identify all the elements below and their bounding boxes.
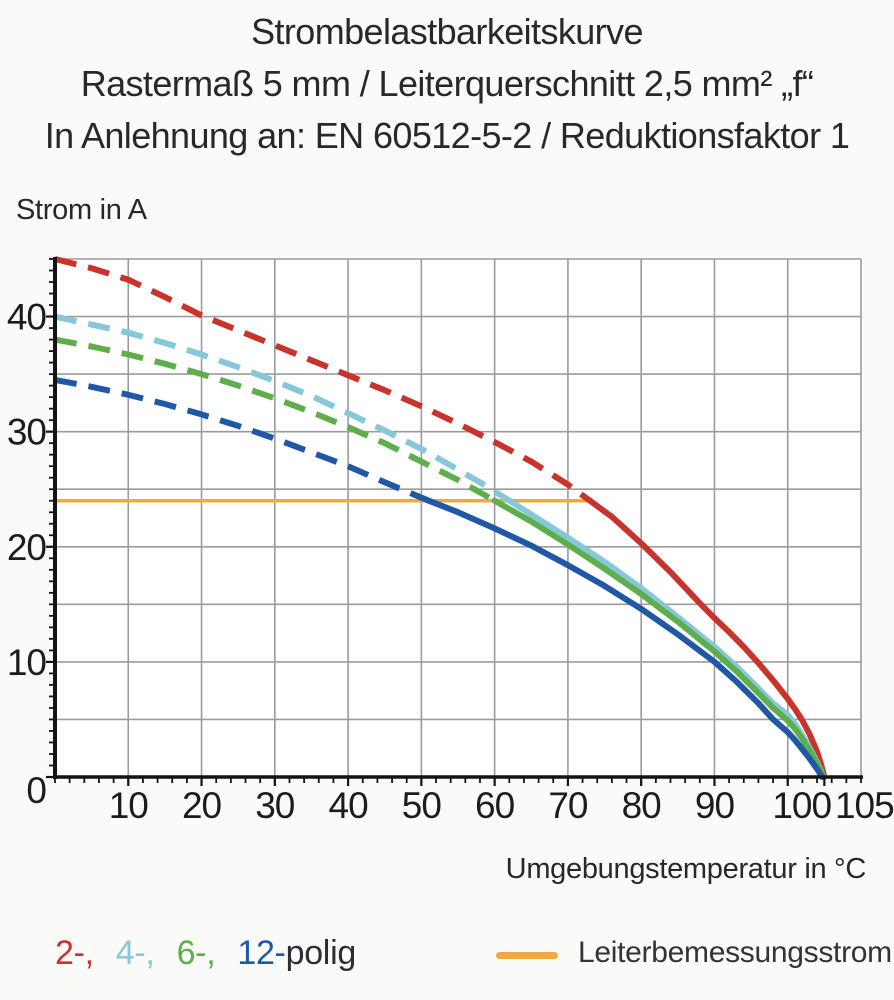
chart-title-line1: Strombelastbarkeitskurve [251, 11, 643, 52]
series-4-polig-dashed [54, 313, 511, 504]
x-tick-label-70: 70 [548, 785, 588, 826]
y-tick-label-0: 0 [26, 770, 46, 811]
chart-title-line3: In Anlehnung an: EN 60512-5-2 / Reduktio… [44, 115, 850, 156]
y-tick-label-40: 40 [7, 297, 47, 338]
legend-polig-label: polig [285, 934, 357, 972]
legend-poles: 2-, 4-, 6-, 12-polig [55, 934, 356, 973]
x-tick-label-80: 80 [622, 785, 662, 826]
series-2-polig-dashed [54, 256, 592, 504]
reference-line-swatch [496, 951, 558, 959]
x-tick-label-20: 20 [182, 785, 222, 826]
x-tick-label-40: 40 [329, 785, 369, 826]
series-6-polig-solid [491, 497, 828, 780]
y-tick-label-30: 30 [7, 412, 47, 453]
x-axis-title: Umgebungstemperatur in °C [505, 853, 867, 885]
x-tick-label-10: 10 [109, 785, 149, 826]
series-12-polig-dashed [54, 376, 430, 504]
x-tick-label-30: 30 [255, 785, 295, 826]
x-tick-label-50: 50 [402, 785, 442, 826]
series-2-polig-solid [586, 497, 828, 780]
chart-title-line2: Rastermaß 5 mm / Leiterquerschnitt 2,5 m… [80, 63, 814, 104]
series-12-polig-solid [425, 497, 826, 780]
series-6-polig-dashed [54, 336, 497, 504]
y-axis-title: Strom in A [16, 194, 147, 226]
legend-pole-4: 4-, [115, 934, 155, 972]
legend-pole-2: 2-, [55, 934, 94, 972]
reference-line-label: Leiterbemessungsstrom [578, 936, 892, 969]
x-tick-label-100: 100 [772, 785, 831, 826]
x-tick-label-90: 90 [695, 785, 735, 826]
y-tick-label-20: 20 [7, 527, 47, 568]
y-tick-label-10: 10 [7, 642, 47, 683]
legend-pole-6: 6-, [176, 934, 216, 972]
x-tick-label-105: 105 [835, 785, 894, 826]
chart-title: Strombelastbarkeitskurve Rastermaß 5 mm … [0, 6, 894, 162]
legend-pole-12: 12- [237, 934, 286, 972]
legend-reference: Leiterbemessungsstrom [496, 936, 892, 970]
plot-area [55, 259, 861, 777]
x-tick-label-60: 60 [475, 785, 515, 826]
